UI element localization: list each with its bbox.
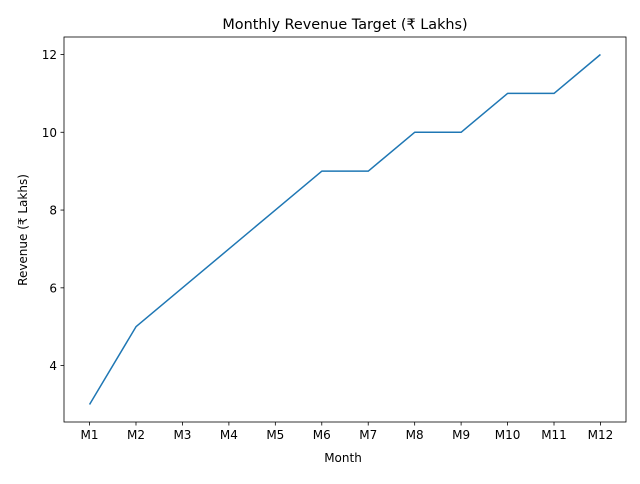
- x-tick-label: M7: [359, 428, 377, 442]
- revenue-line: [90, 55, 601, 405]
- plot-frame: [64, 37, 626, 422]
- x-tick-label: M9: [452, 428, 470, 442]
- x-tick-label: M3: [173, 428, 191, 442]
- x-tick-label: M5: [266, 428, 284, 442]
- y-tick-label: 8: [49, 204, 57, 218]
- y-tick-label: 6: [49, 281, 57, 295]
- x-tick-label: M4: [220, 428, 238, 442]
- x-tick-label: M12: [588, 428, 614, 442]
- y-axis-label: Revenue (₹ Lakhs): [16, 174, 30, 286]
- x-axis-label: Month: [324, 451, 362, 465]
- x-tick-label: M10: [495, 428, 521, 442]
- x-tick-label: M1: [81, 428, 99, 442]
- chart-title: Monthly Revenue Target (₹ Lakhs): [222, 17, 467, 33]
- y-tick-label: 12: [42, 48, 57, 62]
- y-tick-label: 10: [42, 126, 57, 140]
- x-tick-label: M8: [406, 428, 424, 442]
- x-tick-label: M11: [541, 428, 567, 442]
- y-tick-label: 4: [49, 359, 57, 373]
- x-tick-label: M6: [313, 428, 331, 442]
- x-tick-label: M2: [127, 428, 145, 442]
